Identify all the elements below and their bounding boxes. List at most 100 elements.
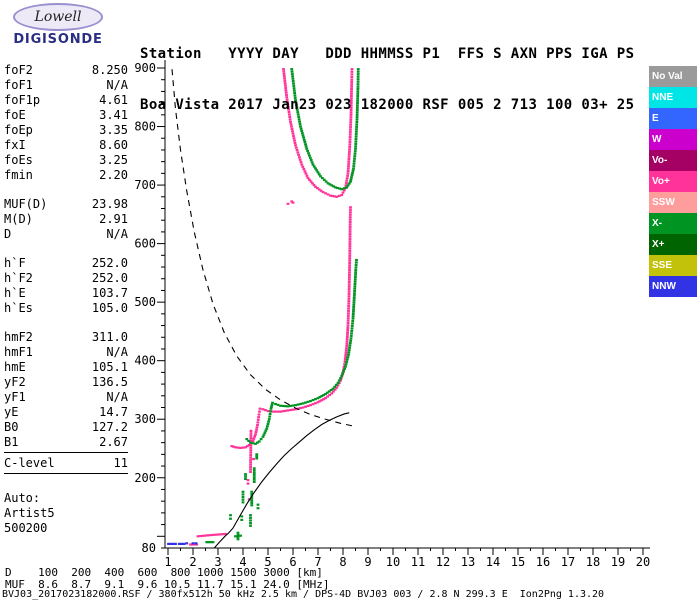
- param-row-fof2: foF2 8.250: [4, 63, 128, 78]
- svg-text:18: 18: [586, 555, 600, 569]
- svg-text:400: 400: [134, 354, 156, 368]
- param-row-h-f2: h`F2 252.0: [4, 271, 128, 286]
- param-row-b1: B1 2.67: [4, 435, 128, 450]
- param-value: 103.7: [91, 286, 128, 300]
- param-gap: [4, 477, 128, 491]
- param-value: 2.91: [99, 212, 128, 226]
- muf-row: MUF 8.6 8.7 9.1 9.6 10.5 11.7 15.1 24.0 …: [5, 578, 330, 591]
- param-row-h-f: h`F 252.0: [4, 256, 128, 271]
- param-value: N/A: [106, 78, 128, 92]
- param-label: MUF(D): [4, 197, 48, 211]
- param-row-h-es: h`Es 105.0: [4, 301, 128, 316]
- station-header-values: Boa Vista 2017 Jan23 023 182000 RSF 005 …: [140, 97, 635, 113]
- legend-item-vo-: Vo-: [649, 150, 697, 171]
- param-label: B1: [4, 435, 19, 449]
- param-label: h`E: [4, 286, 26, 300]
- param-row-muf-d-: MUF(D) 23.98: [4, 197, 128, 212]
- param-row-fmin: fmin 2.20: [4, 168, 128, 183]
- param-label: h`Es: [4, 301, 33, 315]
- param-row-foe: foE 3.41: [4, 108, 128, 123]
- param-separator: [4, 452, 128, 453]
- param-text-auto-: Auto:: [4, 491, 41, 505]
- param-row-foep: foEp 3.35: [4, 123, 128, 138]
- svg-text:500: 500: [134, 295, 156, 309]
- param-row-foes: foEs 3.25: [4, 153, 128, 168]
- svg-text:600: 600: [134, 237, 156, 251]
- param-row-d: D N/A: [4, 227, 128, 242]
- svg-text:13: 13: [461, 555, 475, 569]
- param-value: 23.98: [91, 197, 128, 211]
- param-row-yf1: yF1 N/A: [4, 390, 128, 405]
- param-value: 252.0: [91, 256, 128, 270]
- logo-lowell-text: Lowell: [34, 9, 82, 25]
- param-label: yF2: [4, 375, 26, 389]
- param-label: foEs: [4, 153, 33, 167]
- param-separator: [4, 473, 128, 474]
- param-row-hmf1: hmF1 N/A: [4, 345, 128, 360]
- svg-text:7: 7: [314, 555, 321, 569]
- param-text-500200: 500200: [4, 521, 48, 535]
- param-value: N/A: [106, 345, 128, 359]
- param-value: 3.35: [99, 123, 128, 137]
- legend-item-w: W: [649, 129, 697, 150]
- svg-text:5: 5: [264, 555, 271, 569]
- param-label: C-level: [4, 456, 55, 470]
- param-text-artist5: Artist5: [4, 506, 55, 520]
- svg-text:80: 80: [142, 541, 156, 555]
- lowell-digisonde-logo: Lowell DIGISONDE: [6, 3, 110, 51]
- svg-text:8: 8: [339, 555, 346, 569]
- param-label: yF1: [4, 390, 26, 404]
- param-value: 8.250: [91, 63, 128, 77]
- param-row-m-d-: M(D) 2.91: [4, 212, 128, 227]
- param-label: h`F: [4, 256, 26, 270]
- svg-text:200: 200: [134, 471, 156, 485]
- status-bar: BVJ03_2017023182000.RSF / 380fx512h 50 k…: [2, 589, 605, 600]
- distance-row: D 100 200 400 600 800 1000 1500 3000 [km…: [5, 566, 323, 579]
- legend-item-e: E: [649, 108, 697, 129]
- param-gap: [4, 183, 128, 197]
- logo-oval: Lowell: [13, 3, 103, 31]
- param-value: N/A: [106, 390, 128, 404]
- logo-digisonde-text: DIGISONDE: [13, 32, 103, 47]
- svg-text:16: 16: [536, 555, 550, 569]
- legend-item-ssw: SSW: [649, 192, 697, 213]
- param-value: 8.60: [99, 138, 128, 152]
- param-row-h-e: h`E 103.7: [4, 286, 128, 301]
- param-value: 311.0: [91, 330, 128, 344]
- param-value: 252.0: [91, 271, 128, 285]
- param-value: 105.1: [91, 360, 128, 374]
- svg-text:11: 11: [411, 555, 425, 569]
- svg-text:19: 19: [611, 555, 625, 569]
- param-value: 105.0: [91, 301, 128, 315]
- svg-text:700: 700: [134, 178, 156, 192]
- param-row-hme: hmE 105.1: [4, 360, 128, 375]
- param-label: foEp: [4, 123, 33, 137]
- legend-item-vo+: Vo+: [649, 171, 697, 192]
- param-value: 3.41: [99, 108, 128, 122]
- param-label: yE: [4, 405, 19, 419]
- legend-item-sse: SSE: [649, 255, 697, 276]
- param-label: B0: [4, 420, 19, 434]
- param-label: foF2: [4, 63, 33, 77]
- svg-text:14: 14: [486, 555, 500, 569]
- param-value: 127.2: [91, 420, 128, 434]
- svg-text:900: 900: [134, 61, 156, 75]
- svg-text:800: 800: [134, 120, 156, 134]
- param-row-yf2: yF2 136.5: [4, 375, 128, 390]
- legend: No Val NNE E W Vo- Vo+ SSW X- X+ SSE NNW: [649, 66, 697, 297]
- svg-text:9: 9: [364, 555, 371, 569]
- parameter-panel: foF2 8.250 foF1 N/A foF1p 4.61 foE 3.41 foEp 3.35…: [4, 63, 128, 536]
- svg-text:2: 2: [189, 555, 196, 569]
- param-value: 4.61: [99, 93, 128, 107]
- param-value: 11: [113, 456, 128, 470]
- station-header: Station YYYY DAY DDD HHMMSS P1 FFS S AXN…: [140, 12, 634, 131]
- svg-text:6: 6: [289, 555, 296, 569]
- param-row-fof1p: foF1p 4.61: [4, 93, 128, 108]
- param-label: fxI: [4, 138, 26, 152]
- param-row-ye: yE 14.7: [4, 405, 128, 420]
- param-row-b0: B0 127.2: [4, 420, 128, 435]
- param-gap: [4, 316, 128, 330]
- svg-text:1: 1: [164, 555, 171, 569]
